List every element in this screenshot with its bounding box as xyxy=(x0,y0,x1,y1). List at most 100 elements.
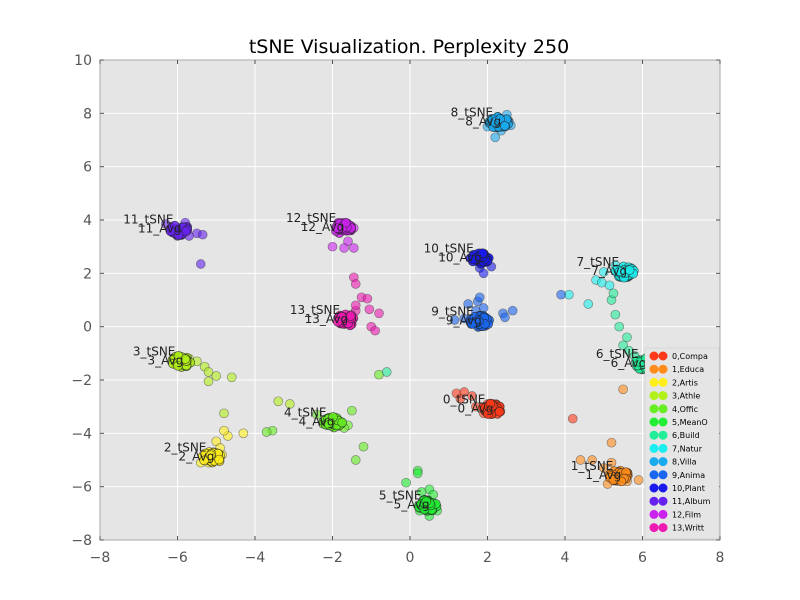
legend-marker xyxy=(658,470,668,480)
data-point xyxy=(332,223,342,233)
cluster-label-tsne: 3_tSNE xyxy=(133,344,176,358)
chart-title: tSNE Visualization. Perplexity 250 xyxy=(249,36,569,58)
data-point xyxy=(364,304,375,315)
data-point xyxy=(610,309,621,320)
data-point xyxy=(327,241,338,252)
legend-marker xyxy=(649,417,659,427)
data-point xyxy=(350,455,361,465)
cluster-label-avg: 9_Avg xyxy=(446,313,482,327)
data-point xyxy=(598,463,609,473)
x-tick-label: 6 xyxy=(638,550,647,566)
y-tick-label: 6 xyxy=(83,160,92,176)
data-point xyxy=(615,266,625,277)
series-8,Villa xyxy=(482,109,516,143)
legend-entry: 10,Plant xyxy=(672,484,705,493)
data-point xyxy=(347,405,357,416)
data-point xyxy=(261,427,272,437)
data-point xyxy=(350,300,361,311)
series-2,Artis xyxy=(195,425,249,468)
cluster-label-tsne: 1_tSNE xyxy=(571,459,614,473)
data-point xyxy=(173,360,183,371)
cluster-label-tsne: 4_tSNE xyxy=(284,406,327,420)
data-point xyxy=(587,455,597,465)
data-point xyxy=(500,312,510,323)
data-point xyxy=(467,391,477,401)
cluster-label-avg: 4_Avg xyxy=(299,415,335,429)
legend: 0,Compa 1,Educa 2,Artis 3,Athle 4,Offic 5,Mea… xyxy=(644,347,720,540)
y-tick-label: 0 xyxy=(83,320,92,336)
data-point xyxy=(474,292,485,303)
data-point xyxy=(381,367,392,377)
data-point xyxy=(324,419,334,430)
series-5,MeanO xyxy=(401,465,442,521)
x-tick-label: −4 xyxy=(245,550,266,566)
cluster-label-avg: 1_Avg xyxy=(585,468,621,482)
cluster-label-tsne: 6_tSNE xyxy=(596,347,639,361)
data-point xyxy=(421,496,432,507)
y-tick-label: −4 xyxy=(71,426,92,442)
cluster-label-tsne: 11_tSNE xyxy=(123,212,173,226)
legend-marker xyxy=(649,470,659,480)
data-point xyxy=(622,332,632,343)
data-point xyxy=(285,399,295,409)
data-point xyxy=(211,371,222,381)
data-point xyxy=(273,396,284,407)
data-point xyxy=(598,267,609,277)
y-tick-label: 8 xyxy=(83,106,92,122)
data-point xyxy=(449,315,460,325)
legend-marker xyxy=(649,483,659,493)
series-3,Athle xyxy=(167,351,295,419)
data-point xyxy=(604,280,615,291)
legend-entry: 13,Writt xyxy=(672,524,704,533)
data-point xyxy=(495,114,505,124)
cluster-label-tsne: 7_tSNE xyxy=(577,255,620,269)
cluster-label-tsne: 10_tSNE xyxy=(424,242,474,256)
cluster-label-avg: 11_Avg xyxy=(138,221,182,235)
data-point xyxy=(219,408,229,419)
legend-marker xyxy=(649,443,659,453)
data-point xyxy=(350,279,361,289)
data-point xyxy=(614,321,625,332)
cluster-label-tsne: 5_tSNE xyxy=(379,488,422,502)
data-point xyxy=(328,412,338,422)
data-point xyxy=(608,475,619,485)
x-tick-label: 8 xyxy=(716,550,725,566)
data-point xyxy=(203,376,214,387)
series-10,Plant xyxy=(465,248,497,279)
data-point xyxy=(575,455,586,465)
data-point xyxy=(455,393,466,404)
data-point xyxy=(197,229,208,240)
legend-marker xyxy=(658,509,668,519)
legend-entry: 1,Educa xyxy=(672,365,704,374)
data-point xyxy=(606,457,617,468)
legend-entry: 3,Athle xyxy=(672,392,700,401)
legend-marker xyxy=(658,351,668,361)
y-tick-label: −6 xyxy=(71,480,92,496)
data-point xyxy=(339,243,349,253)
data-point xyxy=(312,409,322,420)
data-point xyxy=(478,268,489,279)
cluster-label-tsne: 9_tSNE xyxy=(431,304,474,318)
x-tick-label: 2 xyxy=(483,550,492,566)
data-point xyxy=(205,450,216,461)
y-tick-label: 10 xyxy=(74,53,92,69)
data-point xyxy=(199,455,210,466)
cluster-label-avg: 12_Avg xyxy=(301,220,345,234)
data-point xyxy=(485,398,496,409)
legend-entry: 5,MeanO xyxy=(672,418,708,427)
x-tick-label: −6 xyxy=(167,550,188,566)
cluster-label-tsne: 8_tSNE xyxy=(451,106,494,120)
data-point xyxy=(340,217,351,228)
cluster-label-tsne: 0_tSNE xyxy=(443,392,486,406)
x-tick-label: −2 xyxy=(322,550,343,566)
data-point xyxy=(483,409,493,419)
data-point xyxy=(567,413,578,424)
data-point xyxy=(463,299,473,309)
cluster-label-avg: 7_Avg xyxy=(591,264,627,278)
legend-entry: 6,Build xyxy=(672,431,700,440)
legend-marker xyxy=(649,523,659,533)
series-11,Album xyxy=(161,217,208,269)
cluster-label-avg: 2_Avg xyxy=(179,449,215,463)
